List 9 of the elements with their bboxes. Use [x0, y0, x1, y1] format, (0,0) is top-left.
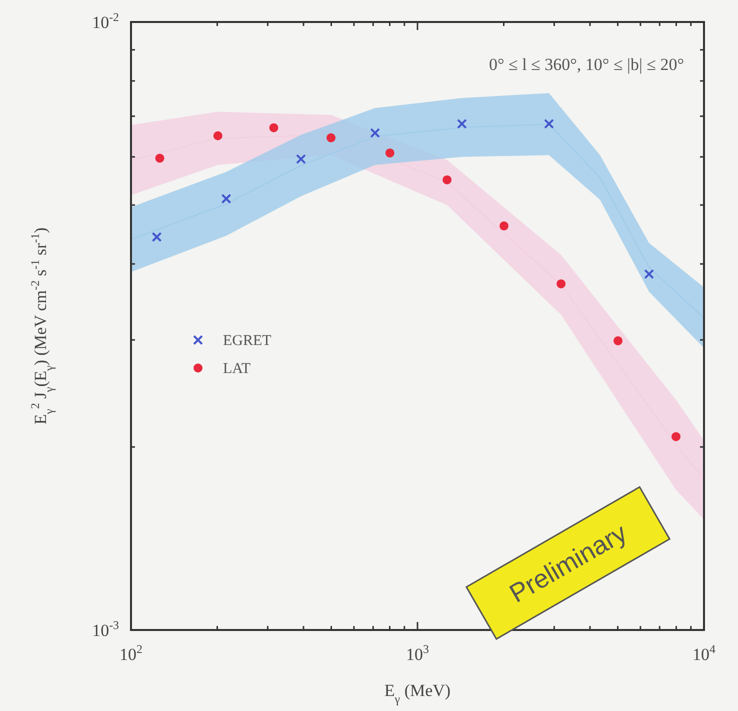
x-tick-label: 10$^{2}$	[120, 642, 143, 664]
y-tick-label: 10$^{-2}$	[92, 10, 120, 32]
x-axis-title: E$_{γ}$ (MeV)	[384, 681, 451, 706]
x-tick-label: 10$^{4}$	[692, 642, 716, 664]
legend-label: EGRET	[223, 333, 272, 349]
y-tick-label: 10$^{-3}$	[92, 618, 120, 640]
annotation: 0° ≤ l ≤ 360°, 10° ≤ |b| ≤ 20°	[488, 55, 684, 74]
x-tick-label: 10$^{3}$	[406, 642, 430, 664]
legend-label: LAT	[223, 361, 250, 377]
